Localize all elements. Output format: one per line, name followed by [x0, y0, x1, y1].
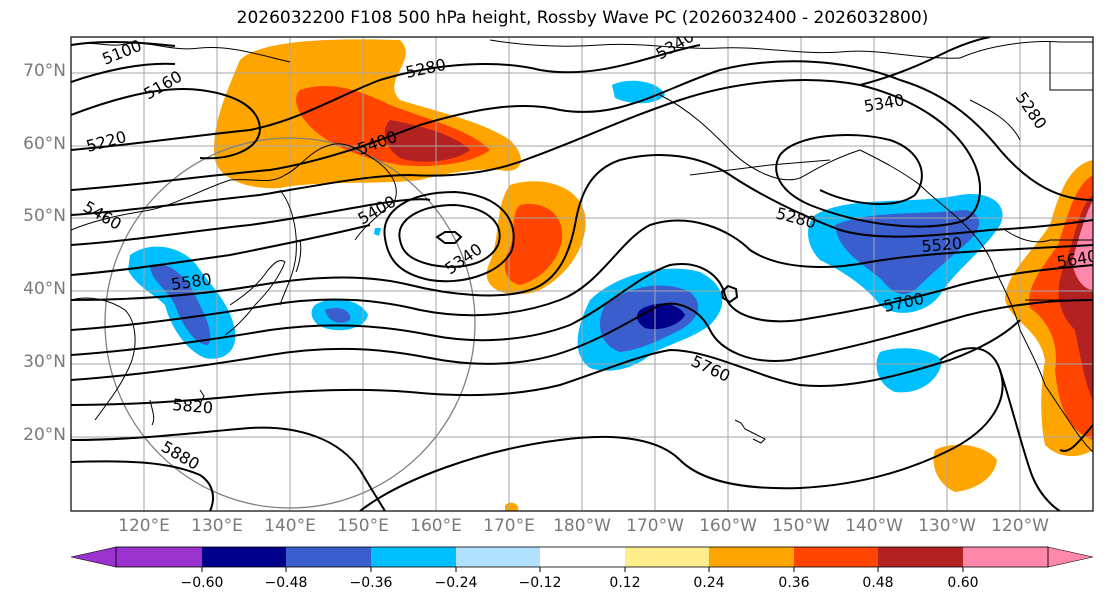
lat-label: 40°N: [23, 279, 66, 299]
coastlines: [71, 39, 1093, 453]
colorbar-swatch: [371, 547, 456, 567]
colorbar-tick-label: 0.12: [609, 575, 641, 591]
colorbar-swatch: [794, 547, 878, 567]
contour-label: 5520: [921, 234, 963, 256]
colorbar-swatch: [116, 547, 202, 567]
colorbar-tick-label: −0.60: [180, 575, 224, 591]
lon-label: 120°E: [118, 516, 170, 536]
lon-label: 160°W: [699, 516, 757, 536]
colorbar-swatch: [202, 547, 286, 567]
colorbar-tick-label: −0.36: [349, 575, 393, 591]
map-title: 2026032200 F108 500 hPa height, Rossby W…: [236, 8, 929, 28]
lat-label: 70°N: [23, 61, 66, 81]
lon-label: 150°W: [772, 516, 830, 536]
contour-label: 5820: [172, 395, 214, 417]
map-area: 5100 5160 5220 5280 5340 5340 5400 5400 …: [71, 37, 1093, 511]
colorbar-tick-label: 0.60: [947, 575, 979, 591]
positive-anomaly-subtropical: [933, 444, 997, 492]
colorbar-tick-label: −0.48: [264, 575, 308, 591]
colorbar-swatch: [456, 547, 540, 567]
lat-label: 30°N: [23, 352, 66, 372]
lon-label: 140°E: [264, 516, 316, 536]
colorbar-swatch: [70, 546, 117, 568]
colorbar-tick-label: 0.36: [778, 575, 810, 591]
colorbar-tick-label: 0.24: [693, 575, 725, 591]
lon-label: 120°W: [991, 516, 1049, 536]
colorbar-tick-label: −0.12: [518, 575, 562, 591]
height-contours: [71, 37, 1093, 511]
colorbar-tick-label: 0.48: [862, 575, 894, 591]
colorbar-swatch: [286, 547, 371, 567]
lon-label: 170°W: [626, 516, 684, 536]
colorbar-swatch: [625, 547, 709, 567]
graticule: [71, 37, 1093, 511]
colorbar-swatch: [540, 547, 625, 567]
lon-label: 140°W: [845, 516, 903, 536]
colorbar-swatch: [963, 547, 1048, 567]
lon-label: 180°W: [553, 516, 611, 536]
lon-label: 150°E: [337, 516, 389, 536]
colorbar: [70, 546, 1094, 572]
lon-label: 130°W: [918, 516, 976, 536]
lat-label: 50°N: [23, 206, 66, 226]
colorbar-swatch: [1047, 546, 1094, 568]
colorbar-tick-label: −0.24: [434, 575, 478, 591]
lon-label: 130°E: [191, 516, 243, 536]
lat-label: 60°N: [23, 134, 66, 154]
lon-label: 160°E: [410, 516, 462, 536]
colorbar-swatch: [878, 547, 963, 567]
colorbar-swatch: [709, 547, 794, 567]
map-frame: [70, 36, 1094, 512]
lat-label: 20°N: [23, 425, 66, 445]
range-circle: [104, 137, 476, 509]
lon-label: 170°E: [483, 516, 535, 536]
